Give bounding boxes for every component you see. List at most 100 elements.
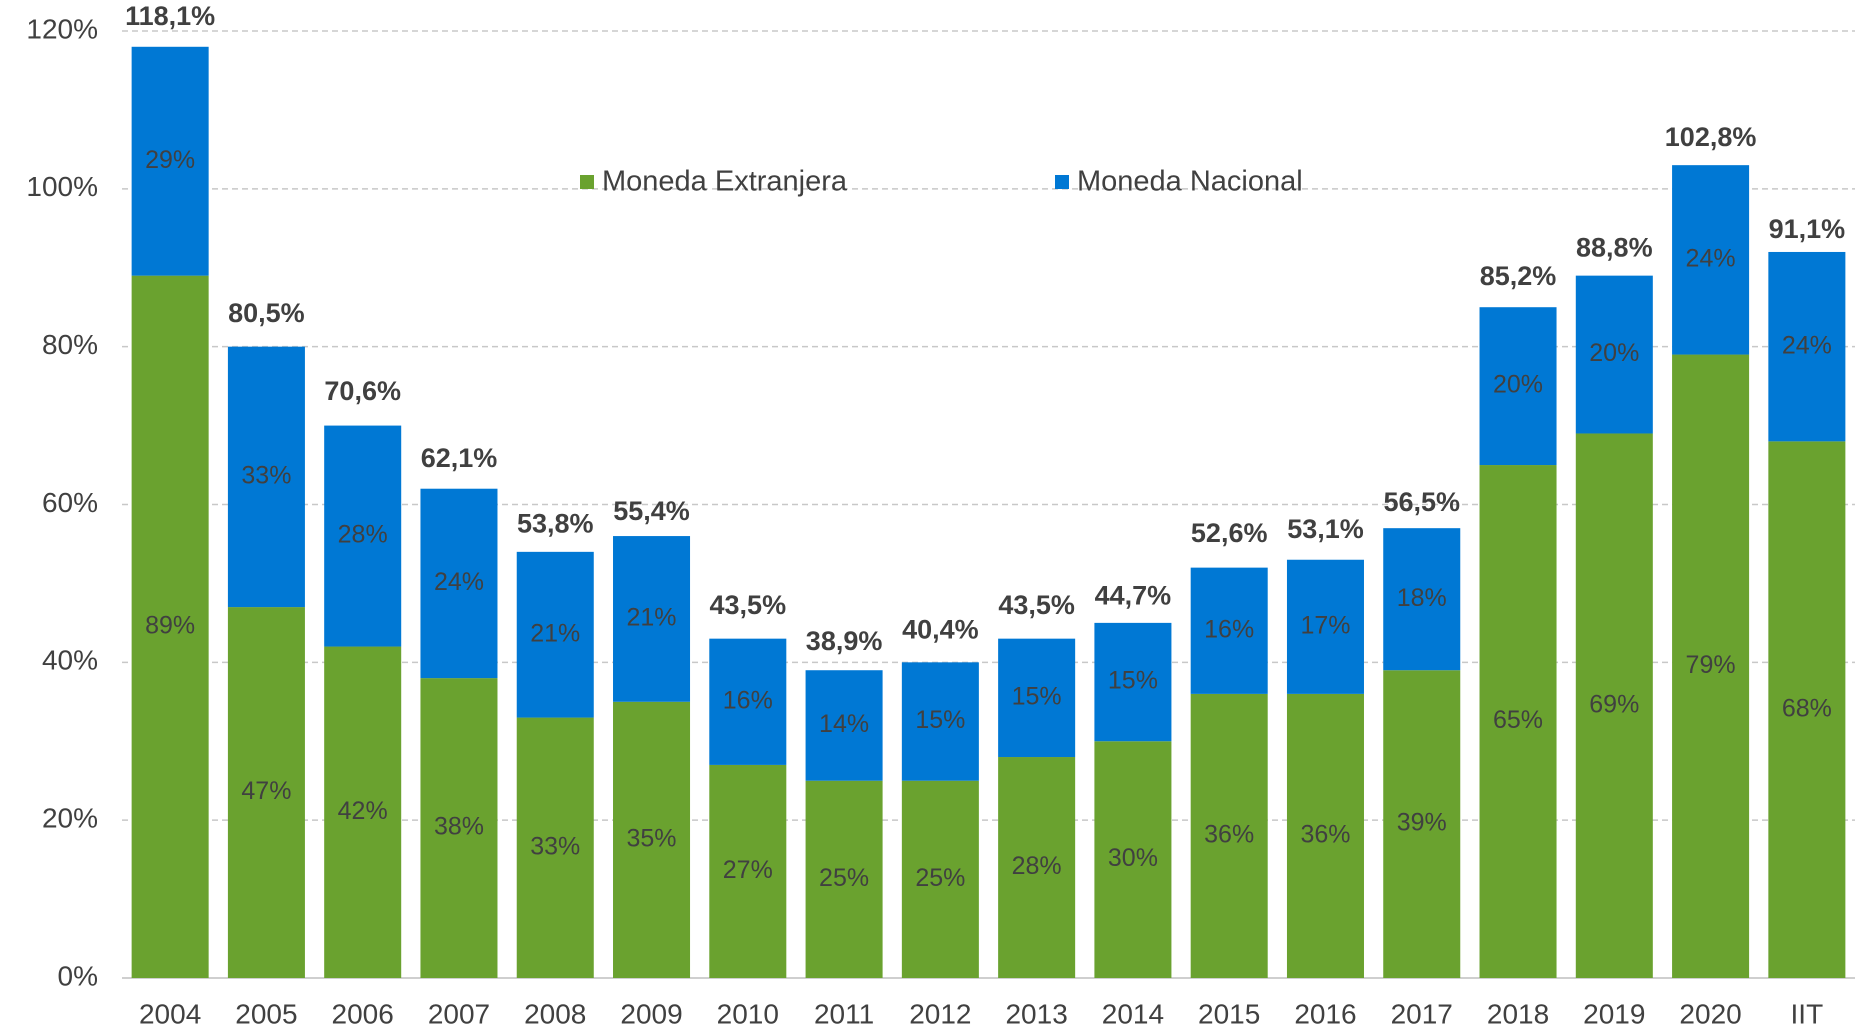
bar-segment — [324, 646, 402, 978]
segment-label: 29% — [145, 146, 195, 174]
x-tick-label: IIT — [1791, 998, 1824, 1029]
bar-segment — [420, 488, 498, 679]
segment-label: 18% — [1397, 584, 1447, 612]
bar-segment — [227, 607, 305, 978]
bar-segment — [805, 780, 883, 978]
bar-segment — [1768, 251, 1846, 442]
segment-label: 21% — [627, 604, 677, 632]
bar-segment — [227, 346, 305, 608]
bar-segment — [1383, 670, 1461, 978]
segment-label: 24% — [434, 568, 484, 596]
segment-label: 17% — [1300, 611, 1350, 639]
bar-segment — [709, 764, 787, 978]
total-label: 53,8% — [517, 509, 594, 539]
segment-label: 24% — [1782, 331, 1832, 359]
bar-segment — [1383, 528, 1461, 671]
x-tick-label: 2011 — [814, 998, 874, 1029]
bar-segment — [1479, 465, 1557, 979]
segment-label: 30% — [1108, 844, 1158, 872]
bar-segment — [901, 662, 979, 781]
bar-segment — [1575, 433, 1653, 979]
y-tick-label: 20% — [42, 803, 98, 834]
bar-segment — [1575, 275, 1653, 434]
segment-label: 21% — [530, 619, 580, 647]
y-tick-label: 60% — [42, 487, 98, 518]
bar-segment — [516, 551, 594, 718]
bar-segment — [420, 678, 498, 978]
segment-label: 38% — [434, 813, 484, 841]
segment-label: 42% — [338, 797, 388, 825]
bar-segment — [901, 780, 979, 978]
segment-label: 65% — [1493, 706, 1543, 734]
total-label: 52,6% — [1191, 518, 1268, 548]
segment-label: 33% — [241, 461, 291, 489]
segment-label: 15% — [1108, 667, 1158, 695]
total-label: 70,6% — [324, 376, 401, 406]
x-tick-label: 2019 — [1583, 998, 1645, 1029]
bar-segment — [1768, 441, 1846, 978]
segment-label: 89% — [145, 611, 195, 639]
bar-segment — [613, 701, 691, 978]
segment-label: 36% — [1204, 821, 1254, 849]
bar-segment — [1190, 693, 1268, 978]
total-label: 56,5% — [1383, 487, 1460, 517]
segment-label: 24% — [1686, 244, 1736, 272]
bar-segment — [1479, 307, 1557, 466]
x-tick-label: 2013 — [1005, 998, 1067, 1029]
bar-segment — [998, 757, 1076, 978]
total-label: 91,1% — [1769, 214, 1846, 244]
bar-segment — [1286, 693, 1364, 978]
x-tick-label: 2007 — [428, 998, 490, 1029]
bar-segment — [1672, 354, 1750, 978]
x-tick-label: 2008 — [524, 998, 586, 1029]
bar-segment — [1286, 559, 1364, 694]
x-tick-label: 2004 — [139, 998, 201, 1029]
bar-segment — [1094, 741, 1172, 978]
bar-segment — [131, 275, 209, 978]
segment-label: 35% — [627, 825, 677, 853]
x-tick-label: 2006 — [332, 998, 394, 1029]
segment-label: 20% — [1493, 371, 1543, 399]
x-tick-label: 2020 — [1679, 998, 1741, 1029]
x-tick-label: 2014 — [1102, 998, 1164, 1029]
segment-label: 14% — [819, 710, 869, 738]
x-tick-label: 2016 — [1294, 998, 1356, 1029]
legend-swatch — [1055, 175, 1069, 189]
bar-segment — [131, 46, 209, 276]
segment-label: 15% — [915, 706, 965, 734]
total-label: 102,8% — [1665, 122, 1757, 152]
total-label: 85,2% — [1480, 261, 1557, 291]
total-label: 44,7% — [1095, 580, 1172, 610]
total-label: 80,5% — [228, 298, 305, 328]
y-tick-label: 40% — [42, 645, 98, 676]
total-label: 43,5% — [998, 590, 1075, 620]
segment-label: 16% — [1204, 615, 1254, 643]
bar-segment — [324, 425, 402, 647]
total-label: 40,4% — [902, 614, 979, 644]
segment-label: 39% — [1397, 809, 1447, 837]
x-tick-label: 2005 — [235, 998, 297, 1029]
total-label: 38,9% — [806, 626, 883, 656]
y-tick-label: 100% — [26, 171, 98, 202]
y-tick-label: 0% — [58, 960, 98, 991]
bar-segment — [1094, 622, 1172, 742]
x-tick-label: 2010 — [717, 998, 779, 1029]
x-tick-label: 2018 — [1487, 998, 1549, 1029]
total-label: 88,8% — [1576, 232, 1653, 262]
x-tick-label: 2009 — [620, 998, 682, 1029]
segment-label: 25% — [915, 864, 965, 892]
legend-swatch — [580, 175, 594, 189]
segment-label: 15% — [1012, 682, 1062, 710]
total-label: 62,1% — [421, 443, 498, 473]
legend-label: Moneda Nacional — [1077, 166, 1303, 198]
bar-segment — [998, 638, 1076, 758]
total-label: 55,4% — [613, 496, 690, 526]
total-label: 43,5% — [710, 590, 787, 620]
x-tick-label: 2015 — [1198, 998, 1260, 1029]
segment-label: 33% — [530, 832, 580, 860]
x-tick-label: 2017 — [1391, 998, 1453, 1029]
segment-label: 68% — [1782, 694, 1832, 722]
total-label: 118,1% — [125, 1, 215, 31]
segment-label: 36% — [1300, 821, 1350, 849]
